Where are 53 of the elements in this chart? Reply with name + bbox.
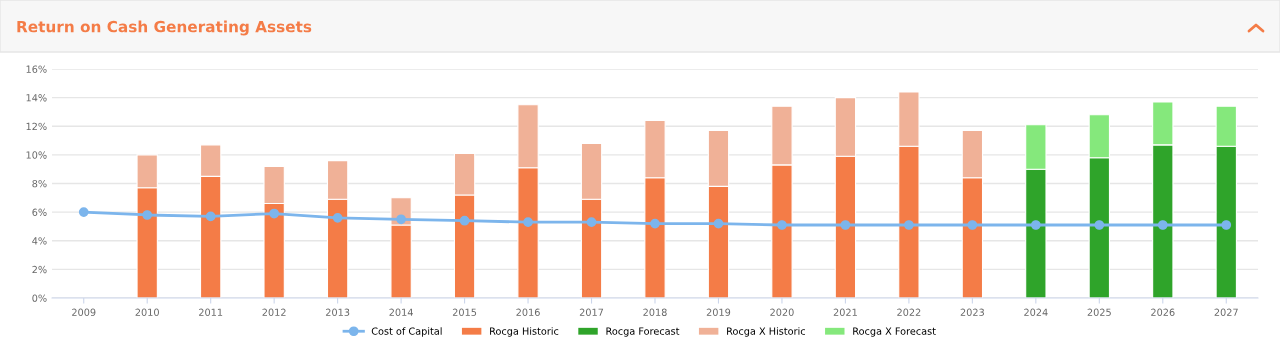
- y-tick-label: 8%: [32, 179, 47, 188]
- x-tick-label: 2010: [135, 308, 159, 316]
- x-tick-label: 2015: [452, 308, 477, 316]
- point: [650, 218, 660, 229]
- x-tick-label: 2027: [1214, 308, 1238, 316]
- x-tick-label: 2017: [579, 308, 604, 316]
- point: [205, 211, 216, 222]
- y-tick-label: 2%: [32, 265, 47, 274]
- y-tick-label: 14%: [26, 94, 47, 102]
- x-tick-label: 2025: [1087, 308, 1111, 316]
- y-tick-label: 4%: [32, 237, 47, 245]
- point: [586, 217, 597, 228]
- legend-label: Rocga X Forecast: [853, 327, 936, 337]
- point: [78, 207, 89, 217]
- legend-label: Rocga Forecast: [606, 327, 680, 337]
- chart-title: Return on Cash Generating Assets: [17, 20, 312, 36]
- x-tick-label: 2020: [770, 308, 794, 316]
- y-tick-label: 6%: [32, 208, 47, 216]
- x-tick-label: 2014: [389, 308, 413, 316]
- x-tick-label: 2012: [262, 308, 286, 316]
- point: [396, 214, 406, 225]
- y-tick-label: 10%: [26, 151, 47, 159]
- point: [904, 220, 914, 230]
- point: [523, 217, 533, 228]
- x-tick-label: 2013: [325, 308, 350, 316]
- x-tick-label: 2019: [706, 308, 731, 316]
- x-tick-label: 2009: [72, 308, 96, 316]
- point: [1157, 220, 1168, 230]
- x-tick-label: 2018: [643, 308, 667, 316]
- legend-label: Cost of Capital: [371, 327, 442, 337]
- y-tick-label: 0%: [32, 294, 47, 302]
- legend-label: Rocga Historic: [490, 327, 559, 337]
- point: [713, 218, 724, 229]
- x-tick-label: 2022: [897, 308, 921, 316]
- x-tick-label: 2011: [199, 308, 223, 316]
- point: [1030, 220, 1041, 230]
- point: [840, 220, 851, 230]
- point: [1221, 220, 1232, 230]
- x-tick-label: 2023: [960, 308, 984, 316]
- x-tick-label: 2026: [1151, 308, 1175, 316]
- legend-label: Rocga X Historic: [727, 327, 806, 337]
- point: [459, 215, 470, 226]
- y-tick-label: 12%: [26, 122, 47, 131]
- point: [1094, 220, 1105, 230]
- x-tick-label: 2016: [516, 308, 540, 316]
- point: [967, 220, 978, 230]
- point: [142, 210, 153, 220]
- x-tick-label: 2024: [1024, 308, 1048, 316]
- point: [269, 208, 280, 219]
- x-tick-label: 2021: [833, 308, 857, 316]
- point: [332, 212, 343, 223]
- y-tick-label: 16%: [26, 65, 47, 73]
- point: [777, 220, 787, 230]
